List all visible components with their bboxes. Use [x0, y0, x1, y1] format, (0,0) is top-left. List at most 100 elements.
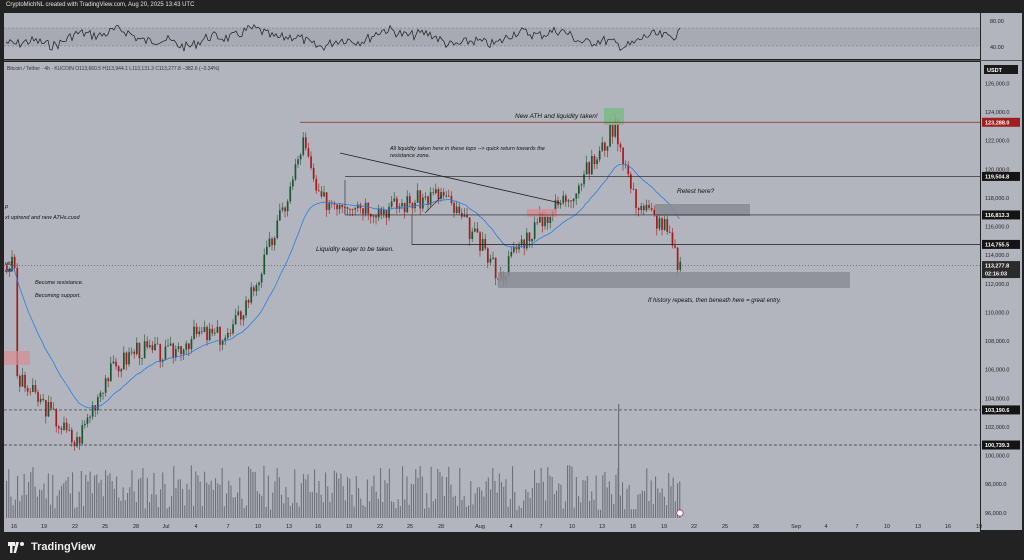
candle-down: [151, 345, 154, 351]
candle-down: [450, 195, 453, 203]
volume-bar: [481, 490, 483, 518]
volume-bar: [109, 473, 111, 518]
time-tick-label: 10: [884, 524, 890, 530]
time-tick-label: Jul: [162, 524, 169, 530]
volume-bar: [118, 497, 120, 518]
volume-bar: [450, 484, 452, 518]
volume-bar: [151, 493, 153, 518]
volume-bar: [63, 483, 65, 518]
volume-bar: [606, 487, 608, 518]
volume-bar: [633, 509, 635, 518]
volume-bar: [615, 474, 617, 518]
time-axis-panel: [4, 520, 980, 532]
annotation-all-liquidity: All liquidity taken here in these tops -…: [389, 146, 545, 152]
rsi-tick-80: 80.00: [990, 19, 1004, 25]
price-tick-label: 98,000.0: [985, 482, 1006, 488]
candle-down: [630, 174, 632, 189]
volume-bar: [435, 498, 437, 518]
volume-bar: [160, 489, 162, 518]
volume-bar: [542, 481, 544, 518]
volume-bar: [23, 473, 25, 518]
symbol-info-text: Bitcoin / Tether · 4h · KUCOIN O113,660.…: [7, 66, 220, 72]
candle-down: [34, 385, 37, 393]
volume-bar: [428, 507, 430, 518]
volume-bar: [652, 504, 654, 518]
volume-bar: [19, 501, 21, 518]
volume-bar: [234, 497, 236, 518]
volume-bar: [65, 480, 67, 518]
volume-bar: [619, 495, 621, 518]
volume-bar: [322, 502, 324, 518]
candle-up: [76, 436, 78, 447]
volume-bar: [32, 467, 34, 518]
volume-bar: [127, 493, 129, 518]
time-tick-label: 16: [11, 524, 17, 530]
candle-down: [133, 351, 136, 355]
candle-down: [593, 156, 596, 165]
volume-bar: [267, 475, 269, 518]
volume-bar: [76, 507, 78, 518]
candle-down: [367, 202, 370, 214]
candle-down: [632, 188, 635, 190]
candle-down: [325, 192, 328, 210]
candle-up: [258, 282, 260, 286]
price-label-bg: [982, 440, 1020, 450]
volume-bar: [212, 489, 214, 518]
tradingview-brand[interactable]: TradingView: [8, 541, 96, 553]
volume-bar: [336, 472, 338, 518]
time-tick-label: 4: [509, 524, 512, 530]
candle-down: [37, 392, 39, 402]
volume-bar: [217, 483, 219, 518]
volume-bar: [582, 480, 584, 518]
candle-up: [377, 208, 380, 218]
volume-bar: [14, 499, 16, 518]
volume-bar: [589, 500, 591, 518]
price-label: 113,277.8: [985, 264, 1009, 270]
candle-down: [643, 205, 645, 211]
volume-bar: [595, 475, 597, 518]
candle-down: [380, 208, 383, 215]
volume-bar: [386, 483, 388, 518]
volume-bar: [417, 477, 419, 518]
volume-bar: [226, 493, 228, 518]
volume-bar: [193, 505, 195, 518]
candle-up: [227, 332, 229, 338]
volume-bar: [538, 483, 540, 518]
volume-bar: [347, 476, 349, 518]
candle-up: [606, 146, 609, 151]
volume-bar: [628, 485, 630, 518]
candle-down: [411, 203, 414, 209]
volume-bar: [611, 494, 613, 518]
candle-up: [549, 216, 552, 224]
rsi-band: [4, 28, 980, 46]
time-tick-label: 16: [315, 524, 321, 530]
volume-bar: [360, 498, 362, 518]
candle-down: [253, 287, 255, 292]
volume-bar: [228, 480, 230, 518]
volume-bar: [138, 479, 140, 518]
candle-up: [128, 352, 130, 365]
candle-up: [559, 203, 562, 205]
price-tick-label: 116,000.0: [985, 225, 1009, 231]
candle-up: [572, 198, 575, 202]
volume-bar: [17, 475, 19, 518]
volume-bar: [278, 477, 280, 518]
volume-bar: [281, 494, 283, 518]
volume-bar: [208, 484, 210, 518]
candle-up: [130, 351, 133, 353]
candle-up: [214, 332, 216, 334]
volume-bar: [457, 505, 459, 518]
candle-up: [237, 311, 240, 316]
time-tick-label: Sep: [791, 524, 801, 530]
volume-bar: [259, 493, 261, 518]
candle-down: [427, 196, 429, 205]
candle-up: [513, 247, 515, 252]
candle-down: [284, 207, 286, 212]
volume-bar: [52, 474, 54, 518]
volume-bar: [45, 498, 47, 518]
candle-up: [177, 346, 180, 349]
candle-down: [419, 190, 422, 209]
volume-bar: [373, 475, 375, 518]
candle-up: [81, 425, 84, 444]
